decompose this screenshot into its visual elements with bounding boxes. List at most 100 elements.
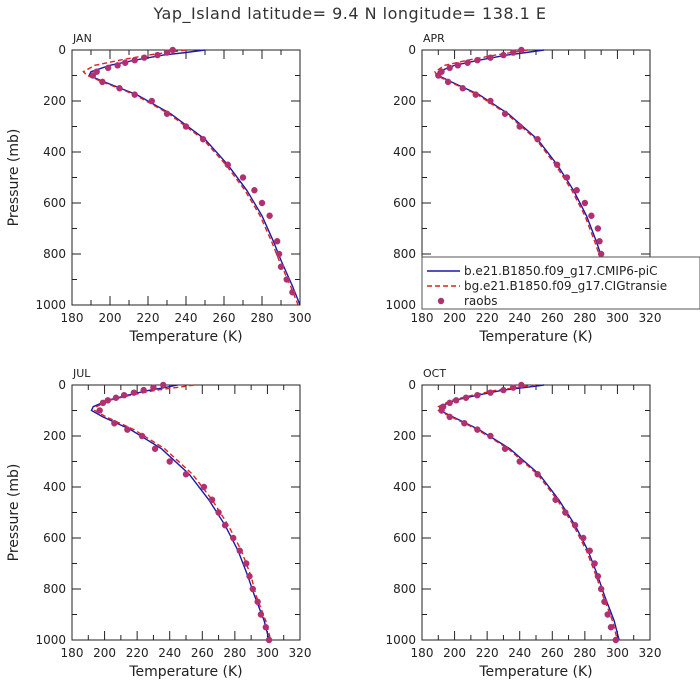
- obs-point: [435, 72, 442, 79]
- obs-point: [501, 110, 509, 117]
- plot-frame: [71, 49, 301, 306]
- obs-point: [151, 445, 159, 452]
- obs-point: [501, 445, 509, 452]
- x-tick-label: 280: [251, 311, 274, 325]
- obs-point: [120, 392, 128, 399]
- legend: b.e21.B1850.f09_g17.CMIP6-piCbg.e21.B185…: [421, 256, 700, 310]
- obs-point: [262, 624, 269, 631]
- legend-label: b.e21.B1850.f09_g17.CMIP6-piC: [464, 264, 657, 278]
- x-tick-label: 220: [137, 311, 160, 325]
- obs-point: [208, 496, 216, 503]
- obs-point: [516, 123, 523, 130]
- x-tick-label: 300: [289, 311, 312, 325]
- x-tick-label: 180: [61, 646, 84, 660]
- x-axis-label: Temperature (K): [128, 664, 242, 680]
- y-tick-label: 800: [393, 582, 416, 596]
- figure-title: Yap_Island latitude= 9.4 N longitude= 13…: [153, 4, 547, 23]
- x-tick-label: 240: [158, 646, 181, 660]
- panel-jan: JAN 180 200 220 240 260 280 300 0 200 400 600 800 100…: [6, 32, 311, 345]
- obs-point: [221, 522, 229, 529]
- obs-point: [131, 57, 138, 64]
- series-line-dashed: [82, 49, 299, 306]
- series-line-dashed: [93, 384, 272, 641]
- x-tick-label: 260: [191, 646, 214, 660]
- obs-point: [571, 522, 579, 529]
- obs-point: [461, 420, 468, 427]
- obs-point: [446, 64, 453, 72]
- y-axis-label: Pressure (mb): [6, 464, 22, 562]
- obs-point: [563, 174, 571, 181]
- obs-point: [518, 46, 525, 54]
- obs-point: [459, 85, 466, 92]
- obs-point: [150, 384, 157, 391]
- obs-point: [596, 238, 603, 245]
- obs-point: [166, 458, 173, 465]
- obs-point: [594, 225, 602, 232]
- obs-point: [116, 85, 123, 92]
- y-tick-label: 800: [393, 247, 416, 261]
- x-tick-label: 240: [508, 646, 531, 660]
- x-axis-label: Temperature (K): [128, 329, 242, 345]
- obs-point: [462, 394, 470, 401]
- y-tick-label: 0: [408, 378, 416, 392]
- x-tick-label: 320: [639, 311, 662, 325]
- y-tick-label: 0: [58, 378, 66, 392]
- obs-point: [148, 97, 155, 105]
- obs-point: [89, 72, 97, 79]
- x-tick-label: 200: [99, 311, 122, 325]
- obs-point: [446, 399, 453, 407]
- plot-frame: [421, 384, 651, 641]
- obs-point: [438, 407, 445, 414]
- y-tick-label: 600: [393, 196, 416, 210]
- obs-point: [594, 573, 602, 580]
- legend-marker-dot: [437, 297, 445, 305]
- obs-point: [500, 386, 507, 394]
- obs-point: [474, 392, 481, 399]
- obs-point: [274, 238, 281, 245]
- obs-point: [464, 59, 471, 66]
- obs-point: [597, 585, 605, 593]
- obs-point: [601, 598, 608, 605]
- x-tick-label: 220: [476, 311, 499, 325]
- y-tick-label: 200: [393, 429, 416, 443]
- obs-point: [230, 534, 237, 542]
- obs-point: [446, 413, 453, 421]
- x-tick-label: 180: [411, 646, 434, 660]
- x-tick-label: 240: [508, 311, 531, 325]
- obs-point: [612, 636, 619, 644]
- x-tick-label: 200: [443, 311, 466, 325]
- y-tick-label: 200: [393, 94, 416, 108]
- obs-point: [518, 381, 525, 389]
- obs-point: [96, 407, 103, 414]
- y-tick-label: 600: [43, 196, 66, 210]
- y-tick-label: 1000: [35, 633, 66, 647]
- obs-point: [114, 62, 121, 69]
- panel-label: APR: [423, 32, 445, 45]
- y-tick-label: 800: [43, 582, 66, 596]
- obs-point: [581, 199, 589, 207]
- obs-point: [112, 394, 120, 401]
- obs-point: [130, 389, 138, 396]
- obs-point: [597, 250, 605, 258]
- obs-point: [444, 78, 452, 86]
- y-tick-label: 1000: [385, 633, 416, 647]
- x-axis-label: Temperature (K): [478, 664, 592, 680]
- obs-point: [131, 91, 138, 98]
- x-tick-label: 180: [61, 311, 84, 325]
- y-tick-label: 600: [393, 531, 416, 545]
- obs-point: [265, 636, 273, 644]
- obs-point: [199, 136, 207, 143]
- x-tick-label: 280: [573, 646, 596, 660]
- obs-point: [124, 426, 131, 433]
- x-tick-label: 200: [93, 646, 116, 660]
- obs-point: [236, 547, 243, 554]
- legend-label: bg.e21.B1850.f09_g17.CIGtransie: [464, 279, 667, 293]
- obs-point: [487, 97, 494, 105]
- obs-point: [163, 110, 171, 117]
- obs-point: [138, 432, 146, 440]
- x-tick-label: 280: [573, 311, 596, 325]
- obs-point: [553, 161, 561, 168]
- obs-point: [516, 458, 523, 465]
- panel-label: JAN: [72, 32, 92, 45]
- x-axis-label: Temperature (K): [478, 329, 592, 345]
